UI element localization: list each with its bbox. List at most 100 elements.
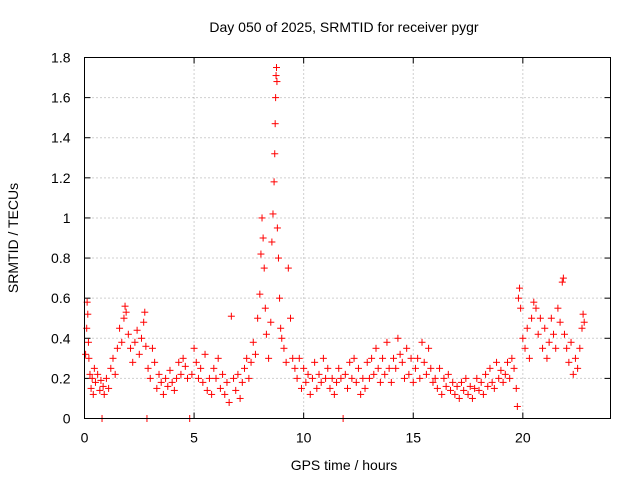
y-tick-label: 1.6	[51, 90, 71, 106]
data-point	[277, 324, 285, 332]
data-point	[131, 338, 139, 346]
data-point	[359, 374, 367, 382]
data-point	[135, 350, 143, 358]
data-point	[475, 386, 483, 394]
grid	[84, 57, 611, 419]
data-point	[116, 324, 124, 332]
data-point	[274, 254, 282, 262]
data-point	[499, 378, 507, 386]
data-point	[201, 350, 209, 358]
data-point	[516, 284, 524, 292]
y-tick-label: 1.2	[51, 170, 71, 186]
data-point	[390, 354, 398, 362]
y-tick-label: 0.4	[51, 330, 71, 346]
x-tick-label: 10	[296, 430, 312, 446]
data-point	[122, 308, 130, 316]
data-point	[543, 354, 551, 362]
data-point	[394, 334, 402, 342]
data-point	[214, 354, 222, 362]
data-point	[383, 338, 391, 346]
data-point	[579, 310, 587, 318]
x-tick-label: 20	[515, 430, 531, 446]
data-point	[181, 362, 189, 370]
data-point	[87, 384, 95, 392]
data-point	[396, 350, 404, 358]
data-point	[530, 298, 538, 306]
data-point	[503, 358, 511, 366]
data-point	[376, 378, 384, 386]
data-point	[219, 370, 227, 378]
data-point	[295, 354, 303, 362]
data-point	[184, 374, 192, 382]
data-point	[457, 378, 465, 386]
data-point	[482, 370, 490, 378]
data-point	[109, 354, 117, 362]
data-point	[567, 338, 575, 346]
data-point	[484, 382, 492, 390]
data-point	[82, 350, 90, 358]
axis-ticks: 0 0.2 0.4 0.6 0.8 1 1.2 1.4 1.6 1.8 0 5 10 15 20	[51, 50, 611, 446]
data-point	[261, 304, 269, 312]
data-point	[453, 382, 461, 390]
data-point	[536, 314, 544, 322]
data-point	[477, 378, 485, 386]
data-point	[121, 302, 129, 310]
data-point	[576, 344, 584, 352]
data-point	[151, 358, 159, 366]
data-point	[510, 364, 518, 372]
data-point	[473, 374, 481, 382]
data-point	[354, 364, 362, 372]
x-tick-label: 5	[190, 430, 198, 446]
data-point	[223, 378, 231, 386]
data-point	[268, 238, 276, 246]
data-point	[315, 370, 323, 378]
data-point	[348, 374, 356, 382]
data-point	[85, 354, 93, 362]
data-point	[221, 390, 229, 398]
x-axis-label: GPS time / hours	[291, 457, 398, 473]
data-point	[120, 314, 128, 322]
data-point	[420, 358, 428, 366]
data-point	[407, 354, 415, 362]
data-point	[157, 378, 165, 386]
data-point	[137, 334, 145, 342]
data-point	[398, 358, 406, 366]
data-point	[234, 370, 242, 378]
data-point	[534, 330, 542, 338]
data-point	[436, 364, 444, 372]
data-point	[556, 318, 564, 326]
data-point	[344, 384, 351, 392]
data-point	[86, 370, 94, 378]
data-point	[335, 364, 343, 372]
data-point	[269, 210, 277, 218]
data-point	[333, 378, 341, 386]
data-point	[523, 324, 531, 332]
data-point	[177, 370, 185, 378]
data-point	[146, 374, 154, 382]
data-point	[322, 374, 330, 382]
data-point	[96, 386, 104, 394]
data-point	[431, 374, 439, 382]
data-point	[175, 358, 183, 366]
data-point	[545, 338, 553, 346]
data-point	[497, 366, 505, 374]
data-point	[574, 364, 582, 372]
data-point	[416, 374, 424, 382]
data-point	[517, 304, 525, 312]
data-point	[205, 374, 213, 382]
data-point	[449, 378, 457, 386]
y-tick-label: 0.6	[51, 290, 71, 306]
data-point	[99, 382, 107, 390]
data-point	[133, 326, 141, 334]
data-point	[330, 390, 338, 398]
data-point	[438, 390, 446, 398]
data-point	[188, 370, 196, 378]
data-point	[140, 318, 148, 326]
data-point	[350, 354, 358, 362]
data-point	[363, 358, 371, 366]
data-point	[166, 366, 174, 374]
data-point	[547, 314, 555, 322]
y-tick-label: 0	[63, 411, 71, 427]
data-point	[230, 374, 238, 382]
